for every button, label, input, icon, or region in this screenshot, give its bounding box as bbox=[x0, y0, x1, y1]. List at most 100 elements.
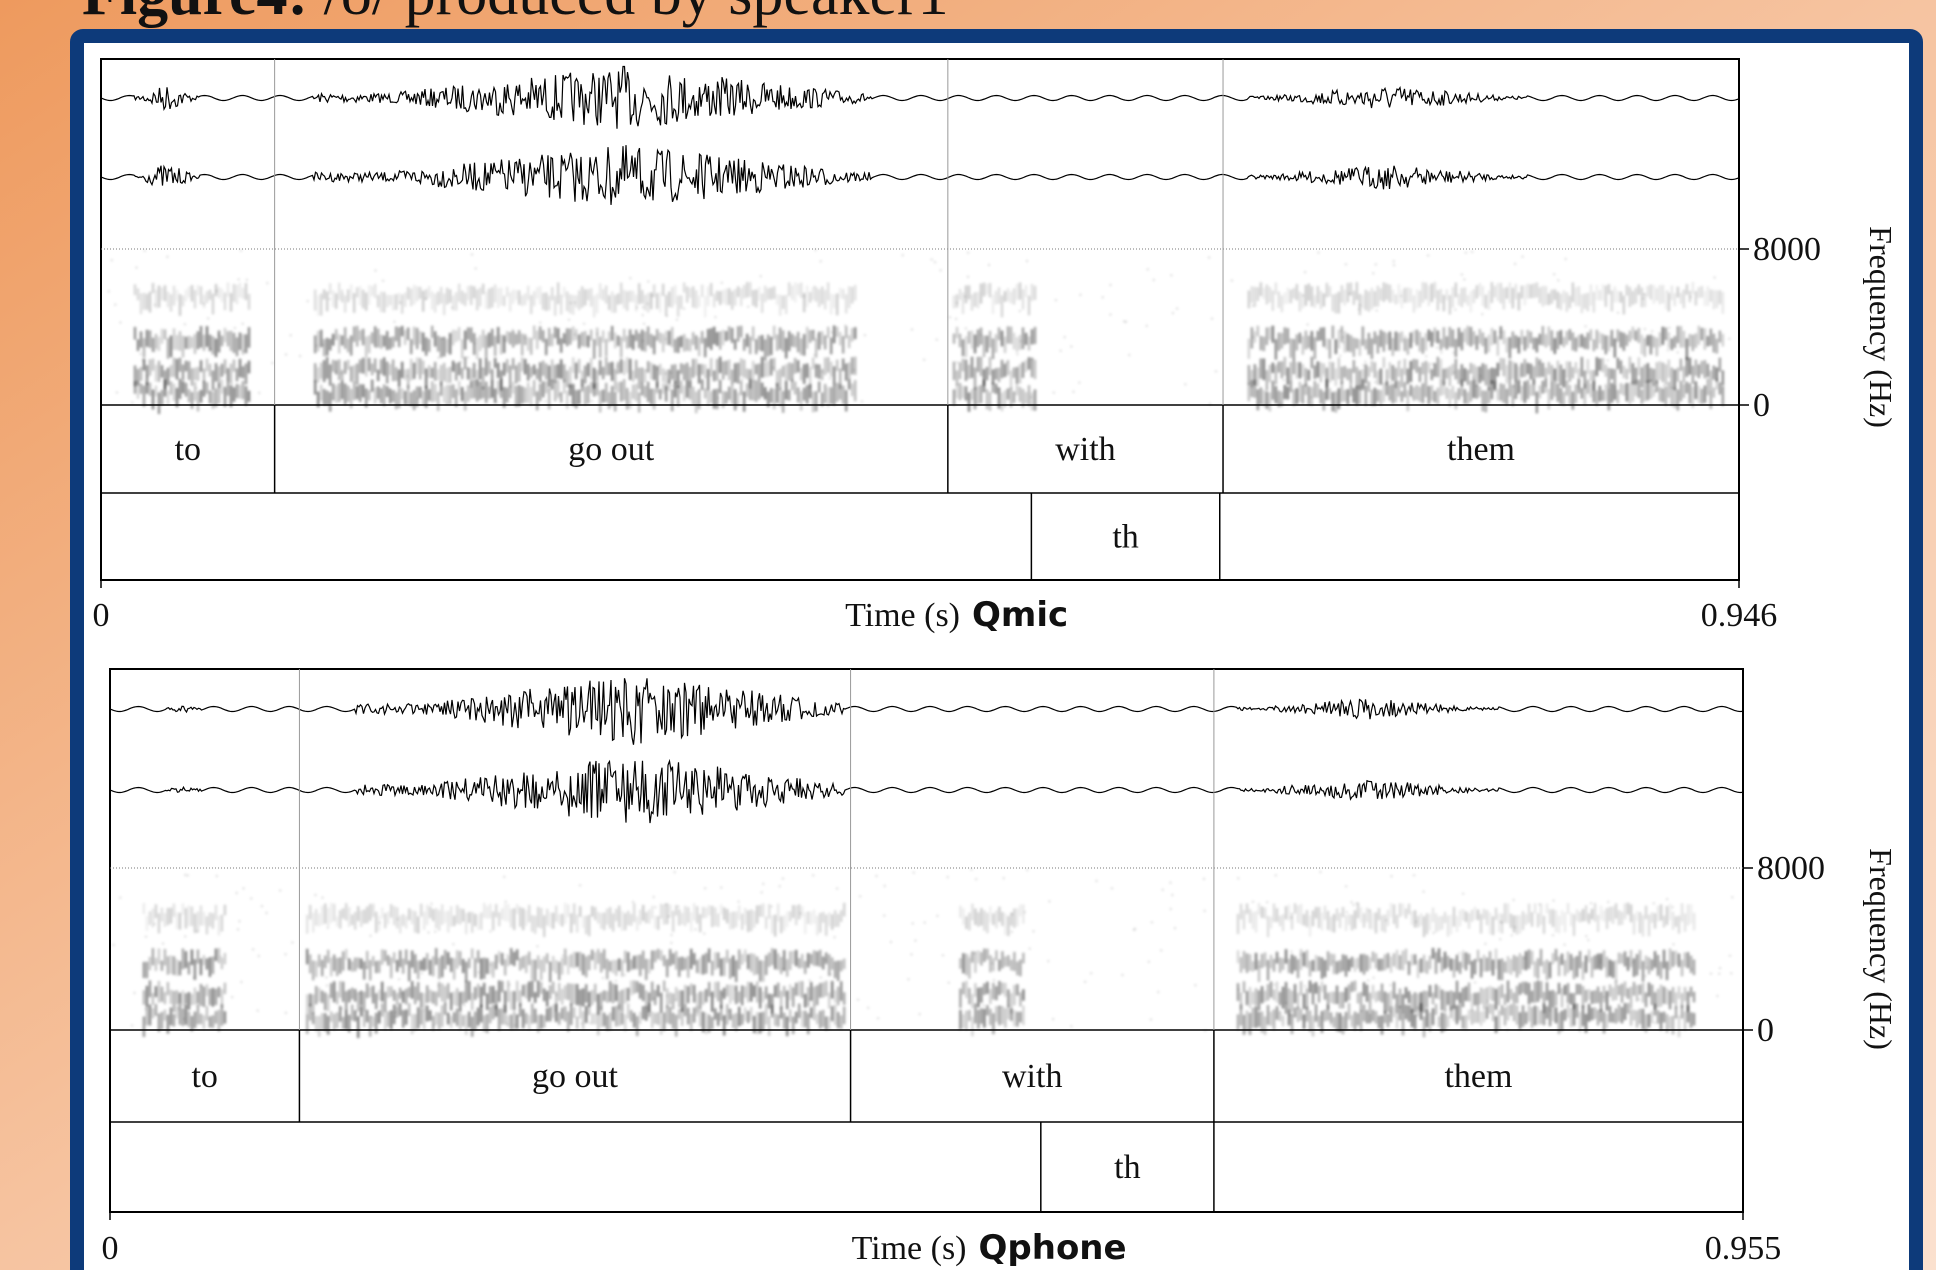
formant-blob bbox=[1588, 950, 1591, 963]
noise bbox=[139, 353, 141, 355]
noise bbox=[803, 295, 805, 297]
formant-blob bbox=[1594, 990, 1597, 1003]
formant-blob bbox=[236, 384, 239, 398]
formant-blob bbox=[654, 990, 657, 1005]
formant-blob bbox=[309, 905, 312, 920]
formant-blob bbox=[1459, 910, 1462, 926]
formant-blob bbox=[206, 291, 209, 303]
formant-blob bbox=[188, 962, 191, 975]
formant-blob bbox=[1656, 338, 1659, 356]
formant-blob bbox=[977, 292, 980, 308]
noise bbox=[555, 994, 557, 996]
formant-blob bbox=[1470, 291, 1473, 312]
formant-blob bbox=[848, 362, 851, 379]
formant-blob bbox=[648, 910, 651, 924]
noise bbox=[645, 1006, 647, 1008]
noise bbox=[119, 322, 121, 324]
formant-blob bbox=[1402, 1014, 1405, 1035]
formant-blob bbox=[522, 985, 525, 996]
formant-blob bbox=[476, 289, 479, 310]
formant-blob bbox=[321, 991, 324, 1003]
formant-blob bbox=[465, 1015, 468, 1035]
formant-blob bbox=[1551, 290, 1554, 304]
formant-blob bbox=[134, 365, 137, 386]
formant-blob bbox=[179, 961, 182, 975]
noise bbox=[240, 250, 242, 252]
noise bbox=[265, 912, 267, 914]
formant-blob bbox=[368, 285, 371, 305]
formant-blob bbox=[1332, 362, 1335, 380]
formant-blob bbox=[1254, 364, 1257, 385]
formant-blob bbox=[1612, 961, 1615, 978]
formant-blob bbox=[1479, 283, 1482, 296]
formant-blob bbox=[552, 956, 555, 971]
noise bbox=[1072, 391, 1074, 393]
formant-blob bbox=[759, 960, 762, 981]
formant-blob bbox=[1603, 910, 1606, 921]
formant-blob bbox=[717, 952, 720, 968]
noise bbox=[771, 906, 773, 908]
formant-blob bbox=[558, 983, 561, 1001]
formant-blob bbox=[1258, 1012, 1261, 1027]
formant-blob bbox=[1306, 988, 1309, 1009]
formant-blob bbox=[489, 961, 492, 974]
formant-blob bbox=[776, 370, 779, 386]
formant-blob bbox=[161, 287, 164, 300]
formant-blob bbox=[839, 288, 842, 299]
formant-blob bbox=[386, 331, 389, 350]
formant-blob bbox=[1506, 365, 1509, 383]
formant-blob bbox=[806, 286, 809, 308]
formant-blob bbox=[542, 330, 545, 342]
formant-blob bbox=[1258, 990, 1261, 1010]
noise bbox=[1170, 274, 1172, 276]
noise bbox=[814, 286, 816, 288]
noise bbox=[1026, 869, 1028, 871]
formant-blob bbox=[492, 1005, 495, 1020]
formant-blob bbox=[332, 290, 335, 307]
formant-blob bbox=[1309, 915, 1312, 936]
formant-blob bbox=[1552, 909, 1555, 927]
formant-blob bbox=[179, 294, 182, 316]
formant-blob bbox=[516, 904, 519, 914]
formant-blob bbox=[167, 1015, 170, 1034]
noise bbox=[290, 334, 292, 336]
formant-blob bbox=[1555, 949, 1558, 961]
formant-blob bbox=[1476, 336, 1479, 350]
formant-blob bbox=[1567, 983, 1570, 1003]
noise bbox=[378, 922, 380, 924]
formant-blob bbox=[380, 335, 383, 349]
noise bbox=[266, 282, 268, 284]
noise bbox=[579, 884, 581, 886]
formant-blob bbox=[1525, 1012, 1528, 1024]
formant-blob bbox=[1491, 282, 1494, 303]
formant-blob bbox=[1291, 954, 1294, 973]
noise bbox=[1719, 967, 1721, 969]
noise bbox=[1096, 880, 1098, 882]
formant-blob bbox=[1357, 1013, 1360, 1026]
noise bbox=[489, 930, 491, 932]
formant-blob bbox=[1500, 383, 1503, 400]
formant-blob bbox=[1623, 296, 1626, 315]
formant-blob bbox=[1300, 904, 1303, 925]
noise bbox=[1258, 966, 1260, 968]
formant-blob bbox=[977, 951, 980, 964]
formant-blob bbox=[200, 905, 203, 925]
formant-blob bbox=[1243, 981, 1246, 992]
formant-blob bbox=[443, 363, 446, 381]
formant-blob bbox=[827, 387, 830, 407]
noise bbox=[813, 354, 815, 356]
formant-blob bbox=[1434, 282, 1437, 298]
formant-blob bbox=[992, 1013, 995, 1034]
noise bbox=[400, 993, 402, 995]
formant-blob bbox=[743, 285, 746, 299]
noise bbox=[884, 885, 886, 887]
formant-blob bbox=[321, 960, 324, 976]
formant-blob bbox=[1387, 910, 1390, 926]
formant-blob bbox=[1653, 369, 1656, 386]
formant-blob bbox=[1275, 339, 1278, 359]
formant-blob bbox=[1010, 960, 1013, 971]
formant-blob bbox=[1317, 286, 1320, 304]
formant-blob bbox=[827, 357, 830, 372]
formant-blob bbox=[1630, 987, 1633, 1009]
noise bbox=[196, 931, 198, 933]
